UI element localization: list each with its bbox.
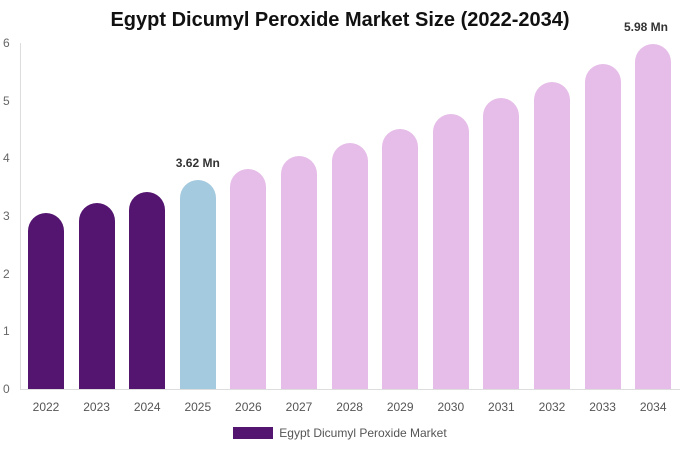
chart-title: Egypt Dicumyl Peroxide Market Size (2022… <box>110 9 570 31</box>
bar-2029 <box>382 128 419 389</box>
x-tick-label: 2022 <box>32 400 60 414</box>
x-tick-label: 2025 <box>184 400 212 414</box>
y-tick-label: 5 <box>3 93 10 108</box>
y-tick-label: 1 <box>3 324 10 339</box>
x-tick-label: 2023 <box>83 400 110 414</box>
y-tick-label: 3 <box>3 209 10 223</box>
legend-swatch <box>233 427 274 439</box>
bar-2024 <box>129 191 166 389</box>
bar-2025 <box>179 180 216 389</box>
y-tick-label: 0 <box>3 382 10 396</box>
x-tick-label: 2031 <box>488 400 515 414</box>
x-tick-label: 2027 <box>285 400 313 414</box>
bar-2032 <box>534 82 570 389</box>
x-tick-label: 2033 <box>589 400 616 414</box>
bar-2030 <box>432 113 469 389</box>
y-tick-label: 4 <box>3 151 10 166</box>
bar-2027 <box>281 156 317 389</box>
y-tick-label: 2 <box>3 266 10 281</box>
y-axis-line <box>20 43 21 390</box>
x-tick-label: 2028 <box>336 400 363 414</box>
x-tick-label: 2030 <box>437 400 465 414</box>
bar-2028 <box>331 142 368 389</box>
x-tick-label: 2026 <box>235 400 262 414</box>
legend: Egypt Dicumyl Peroxide Market <box>0 426 680 440</box>
bar-value-label: 5.98 Mn <box>623 20 668 35</box>
bar-2034 <box>635 44 672 389</box>
bar-2023 <box>78 202 115 389</box>
x-tick-label: 2034 <box>639 400 667 414</box>
plot-area <box>20 43 680 389</box>
x-tick-label: 2024 <box>133 400 161 414</box>
bar-2031 <box>483 97 520 389</box>
x-axis-line <box>20 389 680 390</box>
x-tick-label: 2032 <box>538 400 566 414</box>
bar-value-label: 3.62 Mn <box>175 156 220 171</box>
y-tick-label: 6 <box>3 36 10 50</box>
bar-2026 <box>230 169 267 389</box>
bar-2022 <box>28 213 64 389</box>
legend-label: Egypt Dicumyl Peroxide Market <box>279 426 447 440</box>
bar-2033 <box>584 63 621 389</box>
x-tick-label: 2029 <box>386 400 414 414</box>
